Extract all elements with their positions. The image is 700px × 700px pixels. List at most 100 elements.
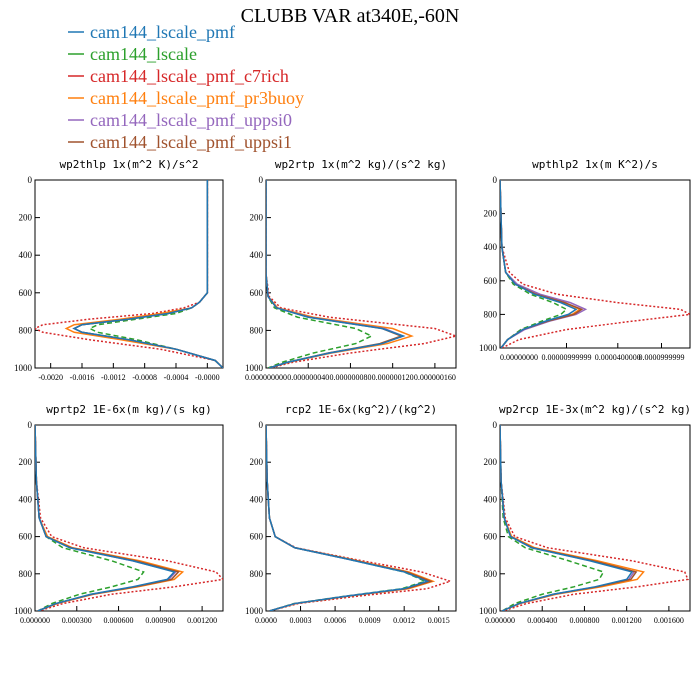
y-tick-label: 600 [250, 288, 264, 298]
x-tick-label: 0.0006 [324, 616, 346, 625]
series-line-cam144_lscale_pmf_uppsi1 [500, 425, 638, 611]
series-line-cam144_lscale_pmf_c7rich [500, 425, 689, 611]
series-line-cam144_lscale_pmf [500, 180, 578, 348]
x-tick-label: -0.0012 [101, 373, 126, 382]
x-tick-label: 0.0000999999 [639, 353, 685, 362]
x-tick-label: 0.000300 [62, 616, 92, 625]
series-line-cam144_lscale_pmf_c7rich [500, 180, 690, 348]
y-tick-label: 200 [484, 457, 498, 467]
x-tick-label: 0.000600 [104, 616, 134, 625]
series-line-cam144_lscale_pmf [72, 180, 223, 368]
x-tick-label: -0.0004 [164, 373, 189, 382]
series-line-cam144_lscale [500, 180, 568, 348]
series-line-cam144_lscale [266, 180, 374, 368]
panel-2: wpthlp2 1x(m K^2)/s020040060080010000.00… [479, 158, 691, 362]
y-tick-label: 600 [19, 288, 33, 298]
panel-frame [499, 179, 691, 349]
legend-label: cam144_lscale_pmf_uppsi1 [90, 132, 292, 152]
y-tick-label: 600 [484, 532, 498, 542]
series-line-cam144_lscale_pmf [266, 180, 406, 368]
series-line-cam144_lscale_pmf_pr3buoy [500, 425, 645, 611]
x-tick-label: -0.0016 [70, 373, 95, 382]
legend-label: cam144_lscale [90, 44, 197, 64]
series-line-cam144_lscale_pmf_c7rich [266, 180, 456, 368]
y-tick-label: 200 [19, 457, 33, 467]
x-tick-label: 0.0000400000 [595, 353, 641, 362]
panel-frame [265, 424, 457, 612]
y-tick-label: 800 [484, 309, 498, 319]
series-line-cam144_lscale_pmf_c7rich [35, 425, 223, 611]
y-tick-label: 0 [28, 420, 33, 430]
series-line-cam144_lscale [35, 425, 145, 611]
x-tick-label: 0.000400 [527, 616, 557, 625]
y-tick-label: 400 [484, 494, 498, 504]
y-tick-label: 600 [250, 532, 264, 542]
series-line-cam144_lscale_pmf [500, 425, 634, 611]
y-tick-label: 200 [250, 457, 264, 467]
y-tick-label: 400 [250, 494, 264, 504]
series-line-cam144_lscale_pmf [35, 425, 176, 611]
x-tick-label: 0.0015 [428, 616, 450, 625]
y-tick-label: 1000 [245, 363, 264, 373]
y-tick-label: 800 [484, 569, 498, 579]
x-tick-label: 0.001600 [654, 616, 684, 625]
panel-title: wp2thlp 1x(m^2 K)/s^2 [59, 158, 198, 171]
y-tick-label: 400 [19, 494, 33, 504]
panel-frame [265, 179, 457, 369]
series-line-cam144_lscale_pmf_pr3buoy [35, 425, 185, 611]
x-tick-label: 0.00000999999 [542, 353, 592, 362]
x-tick-label: 0.000800 [569, 616, 599, 625]
y-tick-label: 800 [19, 569, 33, 579]
series-line-cam144_lscale_pmf_uppsi0 [266, 425, 432, 611]
series-line-cam144_lscale_pmf_uppsi0 [266, 180, 406, 368]
y-tick-label: 400 [19, 250, 33, 260]
panel-3: wprtp2 1E-6x(m kg)/(s kg) 0 200 400 600 800 10… [14, 403, 224, 625]
series-line-cam144_lscale_pmf_uppsi1 [266, 180, 404, 368]
y-tick-label: 1000 [14, 606, 33, 616]
y-tick-label: 800 [250, 325, 264, 335]
y-tick-label: 0 [493, 175, 498, 185]
x-tick-label: 0.0003 [290, 616, 312, 625]
y-tick-label: 1000 [245, 606, 264, 616]
series-line-cam144_lscale_pmf_uppsi1 [35, 425, 180, 611]
x-tick-label: 0.000900 [145, 616, 175, 625]
y-tick-label: 400 [250, 250, 264, 260]
x-tick-label: 0.0009 [359, 616, 381, 625]
x-tick-label: 0.000000120 [372, 373, 414, 382]
figure-title: CLUBB VAR at340E,-60N [241, 5, 460, 27]
y-tick-label: 1000 [14, 363, 33, 373]
x-tick-label: 0.000000 [485, 616, 515, 625]
x-tick-label: 0.000000040 [287, 373, 329, 382]
panel-title: wpthlp2 1x(m K^2)/s [532, 158, 658, 171]
panel-title: wp2rtp 1x(m^2 kg)/(s^2 kg) [275, 158, 447, 171]
x-tick-label: -0.0020 [38, 373, 63, 382]
series-line-cam144_lscale_pmf_pr3buoy [266, 425, 436, 611]
series-line-cam144_lscale_pmf [266, 425, 430, 611]
y-tick-label: 400 [484, 242, 498, 252]
y-tick-label: 0 [493, 420, 498, 430]
series-line-cam144_lscale [500, 425, 605, 611]
panel-1: wp2rtp 1x(m^2 kg)/(s^2 kg) 0 200 400 600 800 1… [245, 158, 457, 382]
series-line-cam144_lscale [266, 425, 427, 611]
y-tick-label: 200 [250, 213, 264, 223]
x-tick-label: 0.000000 [20, 616, 50, 625]
panel-title: wprtp2 1E-6x(m kg)/(s kg) [46, 403, 212, 416]
series-line-cam144_lscale_pmf_uppsi0 [72, 180, 223, 368]
panel-title: wp2rcp 1E-3x(m^2 kg)/(s^2 kg) [499, 403, 691, 416]
legend-label: cam144_lscale_pmf_uppsi0 [90, 110, 292, 130]
x-tick-label: -0.0000 [195, 373, 220, 382]
legend-label: cam144_lscale_pmf_pr3buoy [90, 88, 304, 108]
x-tick-label: 0.0012 [393, 616, 415, 625]
legend-label: cam144_lscale_pmf [90, 22, 235, 42]
series-line-cam144_lscale_pmf_c7rich [266, 425, 453, 611]
series-line-cam144_lscale [88, 180, 223, 368]
x-tick-label: 0.001200 [612, 616, 642, 625]
panel-frame [34, 424, 224, 612]
panel-0: wp2thlp 1x(m^2 K)/s^2 0 200 400 600 800 1000 -0… [14, 158, 224, 382]
y-tick-label: 800 [250, 569, 264, 579]
series-line-cam144_lscale_pmf_uppsi1 [72, 180, 223, 368]
y-tick-label: 600 [19, 532, 33, 542]
panel-5: wp2rcp 1E-3x(m^2 kg)/(s^2 kg)0 200 400 600 8… [479, 403, 691, 625]
